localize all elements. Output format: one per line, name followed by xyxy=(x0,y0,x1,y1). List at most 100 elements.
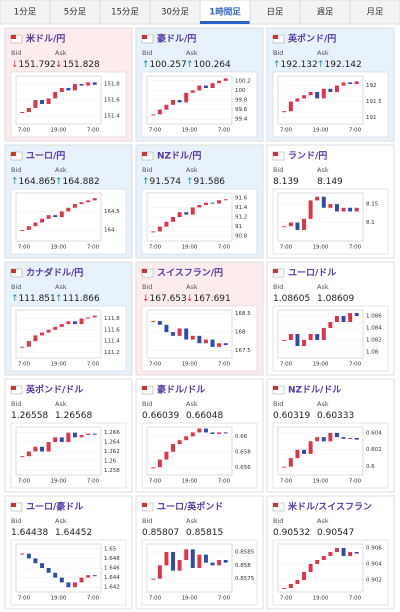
y-tick-label: 1.65 xyxy=(104,546,117,552)
tile[interactable]: 豪ドル/ドル Bid Ask 0.66039 0.66048 0.66 0.658 0.656… xyxy=(135,378,264,493)
candle xyxy=(177,100,182,103)
x-tick-label: 7:00 xyxy=(349,362,362,368)
x-tick-label: 7:00 xyxy=(218,479,231,485)
trend-arrow: ↑ xyxy=(186,177,194,187)
ask-price: 0.66048 xyxy=(186,411,223,421)
tab[interactable] xyxy=(99,0,151,25)
x-tick-label: 7:00 xyxy=(349,245,362,251)
x-tick-label: 7:00 xyxy=(280,479,293,485)
candle xyxy=(171,100,176,105)
ask-price: 0.85815 xyxy=(186,528,223,538)
candle xyxy=(33,558,38,564)
ask-label: Ask xyxy=(317,49,329,57)
candle xyxy=(203,554,208,563)
candle xyxy=(288,334,293,340)
candle xyxy=(223,78,228,81)
y-tick-label: 0.858 xyxy=(235,563,251,569)
y-tick-label: 0.604 xyxy=(366,430,382,436)
x-tick-label: 7:00 xyxy=(87,362,100,368)
tab-label[interactable]: 月足 xyxy=(366,8,384,18)
tile[interactable]: NZドル/ドル Bid Ask 0.60319 0.60333 0.604 0.602 0.6… xyxy=(266,378,395,493)
candle xyxy=(210,339,215,347)
y-tick-label: 91.2 xyxy=(235,215,247,221)
y-tick-label: 0.602 xyxy=(366,447,382,453)
tab-label[interactable]: 日足 xyxy=(266,8,284,18)
tile[interactable]: 英ポンド/ドル Bid Ask 1.26558 1.26568 1.266 1.264 1.2… xyxy=(4,378,133,493)
bid-price: 111.851 xyxy=(19,294,56,304)
bid-value: 0.66039 xyxy=(142,411,179,421)
tab-label[interactable]: 15分足 xyxy=(111,8,139,18)
x-tick-label: 7:00 xyxy=(18,128,31,134)
tab-label[interactable]: 5分足 xyxy=(64,8,87,18)
y-tick-label: 168.5 xyxy=(235,311,251,317)
y-tick-label: 0.8575 xyxy=(235,576,255,582)
candle xyxy=(53,572,58,578)
bid-price: 167.653 xyxy=(150,294,187,304)
candle xyxy=(40,332,45,336)
ask-value: 1.26568 xyxy=(55,411,92,421)
trend-arrow: ↓ xyxy=(11,60,19,70)
ask-price: 8.149 xyxy=(317,177,343,187)
pair-name: 英ポンド/ドル xyxy=(25,384,83,396)
trend-arrow: ↑ xyxy=(11,177,19,187)
tab-label[interactable]: 1分足 xyxy=(14,8,37,18)
candle xyxy=(328,88,333,92)
tab-label[interactable]: 週足 xyxy=(316,8,334,18)
bid-value: ↓167.653 xyxy=(142,294,187,304)
candle xyxy=(151,114,156,116)
y-tick-label: 99.8 xyxy=(235,98,248,104)
tile[interactable]: ユーロ/豪ドル Bid Ask 1.64438 1.64452 1.65 1.648 1.64… xyxy=(4,495,133,610)
tile[interactable]: ユーロ/ドル Bid Ask 1.08605 1.08609 1.086 1.084 1.08… xyxy=(266,261,395,376)
flag-mark xyxy=(142,152,147,156)
pair-name: NZドル/ドル xyxy=(288,385,341,396)
trend-arrow: ↓ xyxy=(186,294,194,304)
candle xyxy=(341,316,346,322)
bid-price: 1.64438 xyxy=(11,528,48,538)
tab-label[interactable]: 30分足 xyxy=(161,8,189,18)
x-tick-label: 7:00 xyxy=(149,245,162,251)
tile[interactable]: 米ドル/スイスフラン Bid Ask 0.90532 0.90547 0.906 0.904… xyxy=(266,495,395,610)
candle xyxy=(79,202,84,205)
x-tick-label: 7:00 xyxy=(18,245,31,251)
candle xyxy=(40,218,45,223)
trend-arrow: ↑ xyxy=(273,60,281,70)
candle xyxy=(308,92,313,96)
candle xyxy=(348,437,353,439)
y-tick-label: 168 xyxy=(235,330,246,336)
candle xyxy=(341,82,346,86)
candle xyxy=(53,215,58,217)
tile[interactable]: ランド/円 Bid Ask 8.139 8.149 8.15 8.1 7:00 19:00 7:0… xyxy=(266,144,395,259)
tab[interactable] xyxy=(199,0,251,25)
candle xyxy=(334,316,339,322)
candle xyxy=(26,226,31,230)
candle xyxy=(184,328,189,340)
flag-mark xyxy=(142,35,147,39)
candle xyxy=(66,582,71,588)
ask-value: 0.60333 xyxy=(317,411,354,421)
candle xyxy=(40,100,45,104)
y-tick-label: 91.4 xyxy=(235,205,248,211)
tab-label[interactable]: 1時間足 xyxy=(209,7,241,18)
bid-value: 0.60319 xyxy=(273,411,310,421)
x-tick-label: 19:00 xyxy=(51,596,67,602)
candle xyxy=(72,582,77,588)
candle xyxy=(354,437,359,440)
tab[interactable] xyxy=(349,0,400,25)
tile[interactable]: ユーロ/英ポンド Bid Ask 0.85807 0.85815 0.8585 0.858 0… xyxy=(135,495,264,610)
bid-value: 0.90532 xyxy=(273,528,310,538)
y-tick-label: 100.2 xyxy=(235,78,251,84)
x-tick-label: 7:00 xyxy=(87,245,100,251)
x-tick-label: 7:00 xyxy=(349,128,362,134)
candle xyxy=(66,207,71,212)
candle xyxy=(334,432,339,438)
candle xyxy=(321,556,326,560)
candle xyxy=(66,432,71,443)
x-tick-label: 7:00 xyxy=(280,128,293,134)
